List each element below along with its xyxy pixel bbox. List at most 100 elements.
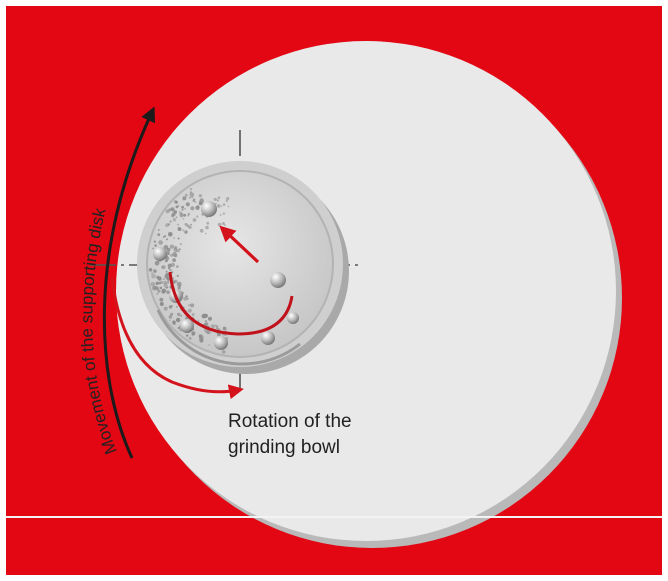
material-particle xyxy=(170,207,175,212)
material-particle xyxy=(173,248,178,252)
material-particle xyxy=(192,218,197,222)
material-particle xyxy=(187,212,190,216)
material-particle xyxy=(215,327,218,330)
material-particle xyxy=(168,232,173,237)
material-particle xyxy=(169,220,172,223)
material-particle xyxy=(208,316,212,321)
material-particle xyxy=(173,200,178,204)
material-particle xyxy=(190,303,195,308)
material-particle xyxy=(156,275,160,280)
material-particle xyxy=(177,286,181,290)
material-particle xyxy=(188,304,191,307)
material-particle xyxy=(184,193,188,197)
material-particle xyxy=(222,203,226,206)
material-particle xyxy=(150,282,156,287)
material-particle xyxy=(189,196,191,199)
material-particle xyxy=(157,229,160,231)
material-particle xyxy=(183,296,188,301)
grinding-ball xyxy=(270,272,286,288)
ball-trajectory-arrow xyxy=(219,225,260,264)
material-particle xyxy=(191,313,195,316)
material-particle xyxy=(173,255,176,258)
material-particle xyxy=(215,202,217,205)
material-particle xyxy=(194,201,197,203)
material-particle xyxy=(148,268,153,272)
material-particle xyxy=(175,216,178,219)
ball-path-curve xyxy=(168,271,294,336)
material-particle xyxy=(172,251,177,257)
grinding-ball xyxy=(201,201,217,217)
material-particle xyxy=(169,244,174,249)
material-particle xyxy=(159,297,164,302)
material-particle xyxy=(176,265,179,268)
material-particle xyxy=(153,270,156,273)
material-particle xyxy=(205,225,209,230)
material-particle xyxy=(199,198,204,203)
material-particle xyxy=(178,248,181,251)
material-particle xyxy=(159,286,163,290)
material-particle xyxy=(225,199,228,203)
material-particle xyxy=(188,336,192,340)
material-particle xyxy=(226,197,230,201)
material-particle xyxy=(192,199,195,203)
bowl-rotation-label-line1: Rotation of the xyxy=(228,411,352,432)
material-particle xyxy=(186,334,189,337)
material-particle xyxy=(217,196,221,199)
material-particle xyxy=(199,228,204,233)
material-particle xyxy=(221,222,225,225)
material-particle xyxy=(167,291,170,294)
material-particle xyxy=(210,324,215,329)
material-particle xyxy=(208,344,211,346)
material-particle xyxy=(165,270,168,273)
grinding-ball xyxy=(287,312,299,324)
material-particle xyxy=(191,196,194,199)
material-particle xyxy=(164,260,167,263)
material-particle xyxy=(177,237,180,240)
material-particle xyxy=(156,292,159,295)
material-particle xyxy=(165,287,168,289)
material-particle xyxy=(199,338,204,343)
material-particle xyxy=(163,306,168,311)
material-particle xyxy=(195,205,200,210)
material-particle xyxy=(191,331,196,336)
material-particle xyxy=(185,202,190,207)
material-particle xyxy=(196,215,199,218)
material-particle xyxy=(165,272,170,278)
material-particle xyxy=(170,312,174,316)
material-particle xyxy=(166,247,171,252)
material-particle xyxy=(182,218,185,220)
material-particle xyxy=(155,281,159,285)
material-particle xyxy=(198,194,203,198)
material-particle xyxy=(187,214,190,217)
material-particle xyxy=(162,236,165,238)
material-particle xyxy=(178,284,181,287)
material-particle xyxy=(214,324,217,327)
material-particle xyxy=(197,320,200,322)
material-particle xyxy=(216,325,219,328)
material-particle xyxy=(158,240,163,245)
material-particle xyxy=(189,192,195,197)
material-particle xyxy=(177,326,180,330)
material-particle xyxy=(166,281,170,284)
material-particle xyxy=(179,243,182,246)
material-particle xyxy=(172,258,177,262)
material-particle xyxy=(216,199,219,202)
material-particle xyxy=(154,244,157,247)
material-particle xyxy=(182,198,185,201)
material-particle xyxy=(204,322,209,327)
material-particle xyxy=(166,238,168,241)
material-particle xyxy=(186,224,190,228)
material-particle xyxy=(189,191,192,194)
material-particle xyxy=(153,285,158,290)
grinding-ball xyxy=(180,319,194,333)
material-particle xyxy=(168,315,173,319)
material-particle xyxy=(154,260,160,266)
material-particle xyxy=(178,211,181,213)
material-particle xyxy=(172,321,176,325)
material-particle xyxy=(177,226,180,229)
material-particle xyxy=(181,208,184,211)
material-particle xyxy=(185,295,188,298)
material-particle xyxy=(166,277,170,281)
material-particle xyxy=(203,313,208,318)
material-particle xyxy=(198,334,203,338)
